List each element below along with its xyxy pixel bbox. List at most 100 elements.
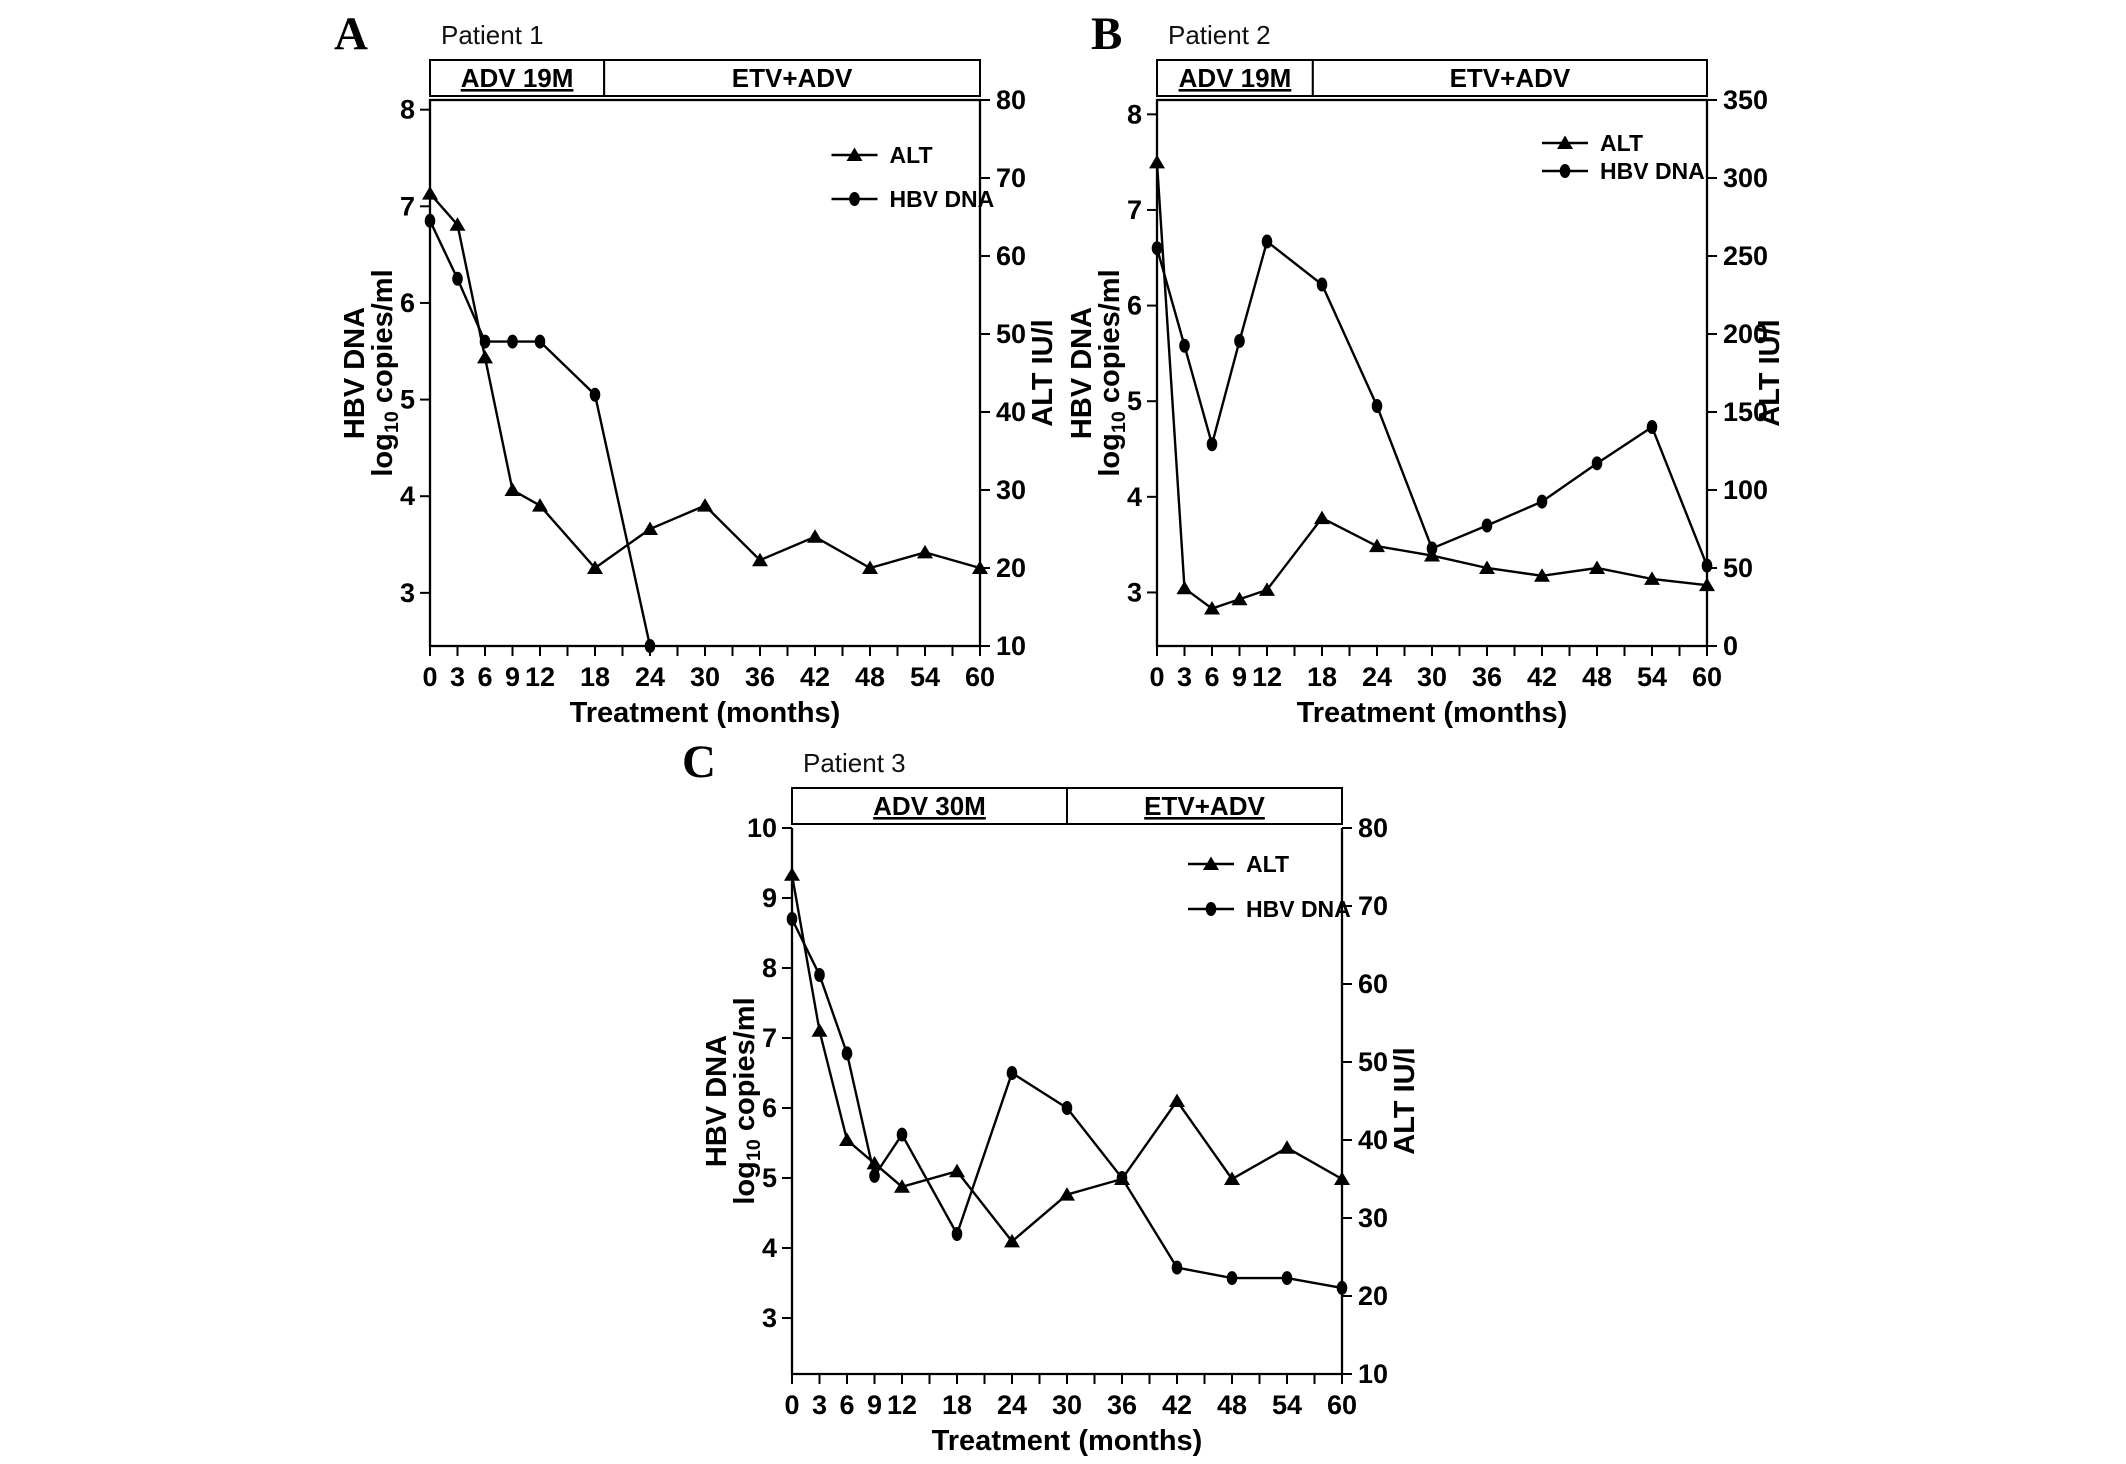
- right-tick-label: 30: [996, 475, 1026, 505]
- alt-marker: [1149, 154, 1165, 169]
- right-tick-label: 200: [1723, 319, 1768, 349]
- alt-marker: [811, 1023, 828, 1037]
- hbv-dna-marker: [1371, 398, 1383, 413]
- chart-patient-2: ADV 19M ETV+ADV34567805010015020025030035…: [1066, 59, 1786, 729]
- alt-marker: [894, 1179, 910, 1193]
- right-tick-label: 80: [1358, 813, 1388, 843]
- x-tick-label: 36: [1107, 1390, 1137, 1420]
- hbv-dna-marker: [1481, 518, 1493, 533]
- right-tick-label: 40: [1358, 1125, 1388, 1155]
- alt-marker: [752, 552, 768, 567]
- hbv-dna-marker: [1206, 437, 1218, 452]
- left-axis-title-line2: log10 copies/ml: [1094, 269, 1130, 476]
- x-tick-label: 6: [477, 662, 492, 692]
- x-axis-title: Treatment (months): [1297, 697, 1568, 729]
- legend-circle-icon: [1205, 902, 1217, 916]
- left-tick-label: 6: [762, 1093, 777, 1123]
- x-tick-label: 36: [745, 662, 775, 692]
- alt-marker: [839, 1132, 855, 1146]
- left-tick-label: 8: [400, 95, 415, 125]
- left-tick-label: 4: [762, 1233, 777, 1263]
- x-tick-label: 60: [1327, 1390, 1357, 1420]
- left-tick-label: 3: [762, 1303, 777, 1333]
- alt-series-line: [429, 192, 981, 570]
- x-tick-label: 54: [910, 662, 940, 692]
- left-tick-label: 10: [747, 813, 777, 843]
- right-tick-label: 100: [1723, 475, 1768, 505]
- alt-marker: [1644, 571, 1660, 585]
- x-tick-label: 48: [1217, 1390, 1247, 1420]
- x-tick-label: 12: [525, 662, 555, 692]
- left-tick-label: 4: [400, 481, 415, 511]
- hbv-dna-marker: [534, 334, 546, 349]
- hbv-dna-marker: [1006, 1066, 1018, 1080]
- legend-circle-icon: [1559, 164, 1571, 178]
- hbv-dna-marker: [644, 639, 656, 653]
- legend-triangle-icon: [1203, 856, 1219, 870]
- x-tick-label: 6: [839, 1390, 854, 1420]
- x-tick-label: 9: [867, 1390, 882, 1420]
- hbv-dna-marker: [841, 1046, 853, 1061]
- right-tick-label: 40: [996, 397, 1026, 427]
- alt-marker: [866, 1155, 883, 1170]
- x-tick-label: 24: [1362, 662, 1392, 692]
- hbv-dna-marker: [814, 968, 825, 982]
- treatment-bar-label: ADV 30M: [873, 791, 986, 821]
- hbv-dna-marker: [479, 334, 491, 349]
- plot-frame: [428, 98, 982, 648]
- hbv-dna-marker: [1234, 333, 1245, 348]
- hbv-dna-marker: [951, 1227, 963, 1241]
- x-tick-label: 54: [1637, 662, 1667, 692]
- left-tick-label: 6: [400, 288, 415, 318]
- chart-patient-3: ADV 30M ETV+ADV 3 4 5 6 7 8 9 10 10 20 30 40 50 60 70 80 0…: [701, 787, 1421, 1457]
- alt-marker: [1534, 568, 1550, 582]
- alt-marker: [587, 560, 603, 574]
- left-tick-label: 8: [762, 953, 777, 983]
- panel-b: B Patient 2 ADV 19M ETV+ADV 3 4 5 6 7 8 0 50 100 15…: [1047, 5, 1927, 750]
- alt-marker: [642, 521, 658, 535]
- x-tick-label: 24: [997, 1390, 1027, 1420]
- hbv-dna-marker: [1316, 277, 1328, 292]
- x-tick-label: 0: [784, 1390, 799, 1420]
- chart-root: ADV 30M ETV+ADV 3 4 5 6 7 8 9 10 10 20 30 40 50 60 70 80 0…: [701, 787, 1421, 1457]
- hbv-dna-marker: [1701, 558, 1713, 573]
- hbv-dna-marker: [1151, 241, 1163, 256]
- legend-label: ALT: [1246, 851, 1289, 877]
- treatment-bar: [791, 787, 1068, 825]
- alt-marker: [1231, 591, 1248, 606]
- treatment-bar: [1156, 59, 1314, 97]
- alt-marker: [1699, 577, 1715, 592]
- alt-marker: [807, 529, 823, 543]
- right-tick-label: 50: [1723, 553, 1753, 583]
- right-tick-label: 10: [996, 631, 1026, 661]
- legend-label: HBV DNA: [890, 186, 995, 212]
- left-tick-label: 3: [1127, 577, 1142, 607]
- right-tick-label: 60: [1358, 969, 1388, 999]
- left-tick-label: 9: [762, 883, 777, 913]
- treatment-bar: [429, 59, 606, 97]
- treatment-bar-label: ETV+ADV: [732, 63, 853, 93]
- left-axis-title-line1: HBV DNA: [701, 1035, 733, 1167]
- x-tick-label: 42: [1162, 1390, 1192, 1420]
- right-axis-title: ALT IU/l: [1389, 1047, 1421, 1154]
- alt-marker: [949, 1163, 965, 1178]
- alt-marker: [862, 560, 878, 574]
- alt-marker: [449, 217, 466, 231]
- x-tick-label: 30: [1052, 1390, 1082, 1420]
- treatment-bar-label: ADV 19M: [1179, 63, 1292, 93]
- right-tick-label: 30: [1358, 1203, 1388, 1233]
- right-tick-label: 20: [996, 553, 1026, 583]
- alt-marker: [1059, 1187, 1075, 1201]
- x-tick-label: 24: [635, 662, 665, 692]
- hbv-dna-marker: [589, 387, 601, 402]
- hbv-dna-marker: [1179, 338, 1190, 353]
- x-tick-label: 9: [1232, 662, 1247, 692]
- legend-triangle-icon: [1557, 135, 1573, 149]
- left-tick-label: 7: [400, 191, 415, 221]
- x-tick-label: 48: [855, 662, 885, 692]
- right-tick-label: 300: [1723, 163, 1768, 193]
- x-tick-label: 0: [422, 662, 437, 692]
